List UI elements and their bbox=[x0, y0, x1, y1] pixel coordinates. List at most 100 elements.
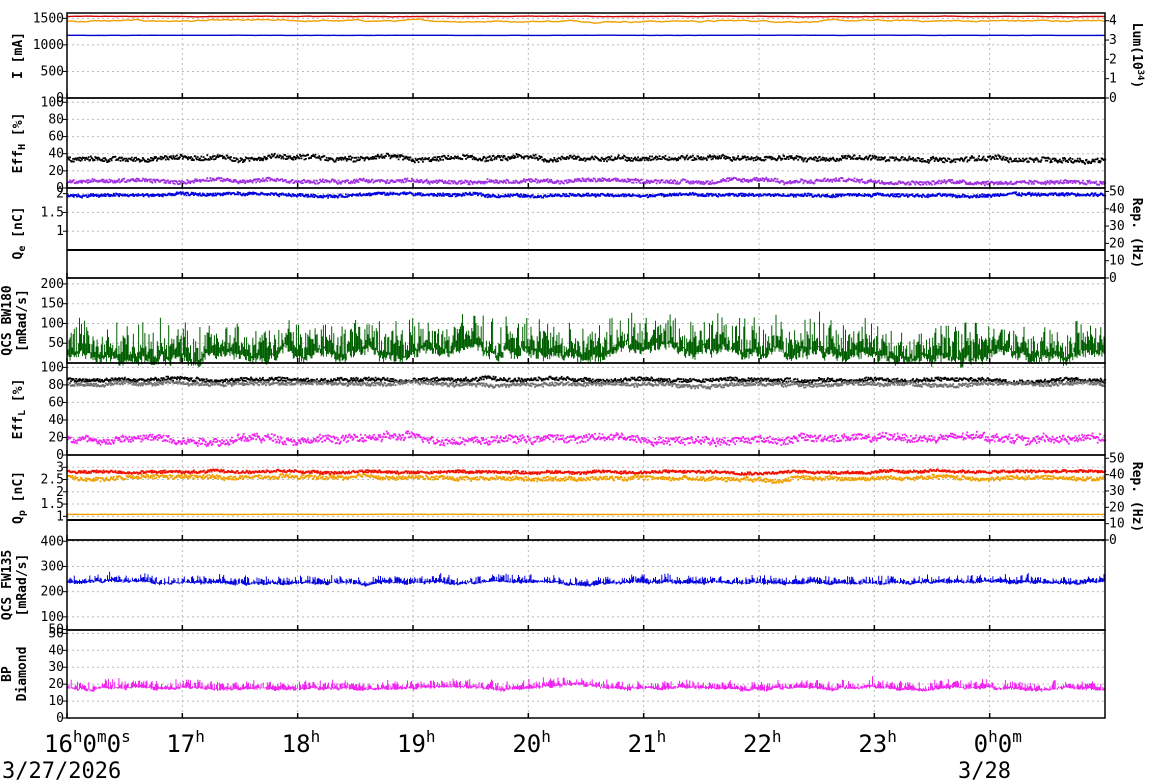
x-tick-label: 19h bbox=[397, 727, 436, 758]
series-dots bbox=[67, 430, 1107, 448]
y-tick-label: 60 bbox=[48, 395, 64, 410]
y-tick-label: 2.5 bbox=[41, 473, 64, 488]
y2-tick-label: 2 bbox=[1109, 52, 1117, 67]
y-tick-label: 0 bbox=[56, 448, 64, 463]
series-injection-efficiency-ler-2 bbox=[67, 430, 1107, 448]
x-tick-label: 20h bbox=[512, 727, 551, 758]
panel-injection-efficiency-her bbox=[67, 152, 1107, 187]
y-tick-label: 80 bbox=[48, 112, 64, 127]
y-tick-label: 1 bbox=[56, 509, 64, 524]
y-tick-label: 20 bbox=[48, 164, 64, 179]
y-tick-label: 1.5 bbox=[41, 497, 64, 512]
y2-tick-label: 50 bbox=[1109, 184, 1125, 199]
series-qcs-bw180-0 bbox=[66, 311, 1105, 368]
y-tick-label: 1.5 bbox=[41, 205, 64, 220]
series-beam-current-1 bbox=[66, 18, 1106, 24]
series-dots bbox=[67, 468, 1107, 476]
series-dots bbox=[67, 152, 1107, 165]
series-electron-charge-0 bbox=[67, 191, 1107, 199]
series-beam-current-0 bbox=[66, 15, 1105, 18]
series-positron-charge-1 bbox=[67, 468, 1107, 476]
series-positron-charge-0 bbox=[67, 472, 1107, 484]
y2-axis-label: Lum(1034) bbox=[1129, 23, 1145, 89]
y-tick-label: 200 bbox=[41, 585, 64, 600]
series-qcs-fw135-0 bbox=[66, 571, 1105, 587]
series-dots bbox=[67, 176, 1107, 187]
y-tick-label: 400 bbox=[41, 534, 64, 549]
y-tick-label: 40 bbox=[48, 413, 64, 428]
series-injection-efficiency-ler-1 bbox=[67, 379, 1107, 390]
panel-qcs-fw135 bbox=[66, 571, 1105, 587]
y-tick-label: 100 bbox=[41, 95, 64, 110]
y-tick-label: 3 bbox=[56, 460, 64, 475]
x-tick-label: 21h bbox=[628, 727, 667, 758]
y-tick-label: 2 bbox=[56, 187, 64, 202]
y2-axis-label: Rep. (Hz) bbox=[1129, 462, 1144, 532]
y-tick-label: 1500 bbox=[33, 11, 64, 26]
y-tick-label: 300 bbox=[41, 559, 64, 574]
y2-tick-label: 3 bbox=[1109, 33, 1117, 48]
y-tick-label: 40 bbox=[48, 147, 64, 162]
y-tick-label: 40 bbox=[48, 643, 64, 658]
y-tick-label: 0 bbox=[56, 91, 64, 106]
x-tick-label: 22h bbox=[743, 727, 782, 758]
series-bp-diamond-0 bbox=[66, 676, 1105, 692]
panel-positron-charge bbox=[66, 468, 1107, 516]
panel-frame bbox=[66, 187, 1106, 279]
y2-tick-label: 0 bbox=[1109, 271, 1117, 286]
x-tick-label: 0h0m bbox=[974, 727, 1022, 758]
y-tick-label: 1 bbox=[56, 224, 64, 239]
next-date-label: 3/28 bbox=[958, 759, 1011, 782]
y2-tick-label: 30 bbox=[1109, 219, 1125, 234]
y-tick-label: 2 bbox=[56, 485, 64, 500]
y2-tick-label: 0 bbox=[1109, 533, 1117, 548]
y-axis-label: QCS BW180[mRad/s] bbox=[0, 285, 30, 356]
y-tick-label: 50 bbox=[48, 622, 64, 637]
y-tick-label: 60 bbox=[48, 130, 64, 145]
y-axis-label: QCS FW135[mRad/s] bbox=[0, 550, 30, 620]
x-tick-label: 16h0m0s bbox=[44, 727, 131, 758]
y2-tick-label: 4 bbox=[1109, 14, 1117, 29]
series-line bbox=[66, 15, 1105, 18]
y-tick-label: 500 bbox=[41, 64, 64, 79]
panel-frame bbox=[66, 629, 1106, 719]
panel-qcs-bw180 bbox=[66, 311, 1105, 368]
data-layer bbox=[66, 15, 1107, 692]
y2-tick-label: 0 bbox=[1109, 91, 1117, 106]
frame-layer bbox=[63, 12, 1109, 719]
y-tick-label: 100 bbox=[41, 360, 64, 375]
panel-frame bbox=[66, 12, 1106, 99]
series-injection-efficiency-her-1 bbox=[67, 176, 1107, 187]
series-dots bbox=[67, 379, 1107, 390]
y2-tick-label: 40 bbox=[1109, 202, 1125, 217]
series-dots bbox=[67, 472, 1107, 484]
y-tick-label: 20 bbox=[48, 677, 64, 692]
y-tick-label: 0 bbox=[56, 181, 64, 196]
y-tick-label: 100 bbox=[41, 316, 64, 331]
y-tick-label: 30 bbox=[48, 660, 64, 675]
y-tick-label: 200 bbox=[41, 277, 64, 292]
y2-tick-label: 10 bbox=[1109, 517, 1125, 532]
y-tick-label: 1000 bbox=[33, 38, 64, 53]
y-tick-label: 50 bbox=[48, 336, 64, 351]
y-tick-label: 50 bbox=[48, 626, 64, 641]
y2-tick-label: 30 bbox=[1109, 484, 1125, 499]
y-axis-label: Qe [nC] bbox=[11, 207, 28, 260]
y-axis-label: EffH [%] bbox=[11, 113, 28, 174]
panel-bp-diamond bbox=[66, 676, 1105, 692]
y-axis-label: Qp [nC] bbox=[11, 471, 28, 524]
y2-tick-label: 10 bbox=[1109, 254, 1125, 269]
y-tick-label: 80 bbox=[48, 378, 64, 393]
y-tick-label: 150 bbox=[41, 297, 64, 312]
panel-injection-efficiency-ler bbox=[67, 375, 1107, 448]
panel-electron-charge bbox=[67, 191, 1107, 251]
start-date-label: 3/27/2026 bbox=[2, 759, 121, 782]
y-tick-label: 20 bbox=[48, 430, 64, 445]
series-envelope bbox=[66, 571, 1105, 587]
y2-tick-label: 20 bbox=[1109, 500, 1125, 515]
series-dots bbox=[67, 191, 1107, 199]
series-injection-efficiency-her-0 bbox=[67, 152, 1107, 165]
y2-tick-label: 20 bbox=[1109, 236, 1125, 251]
